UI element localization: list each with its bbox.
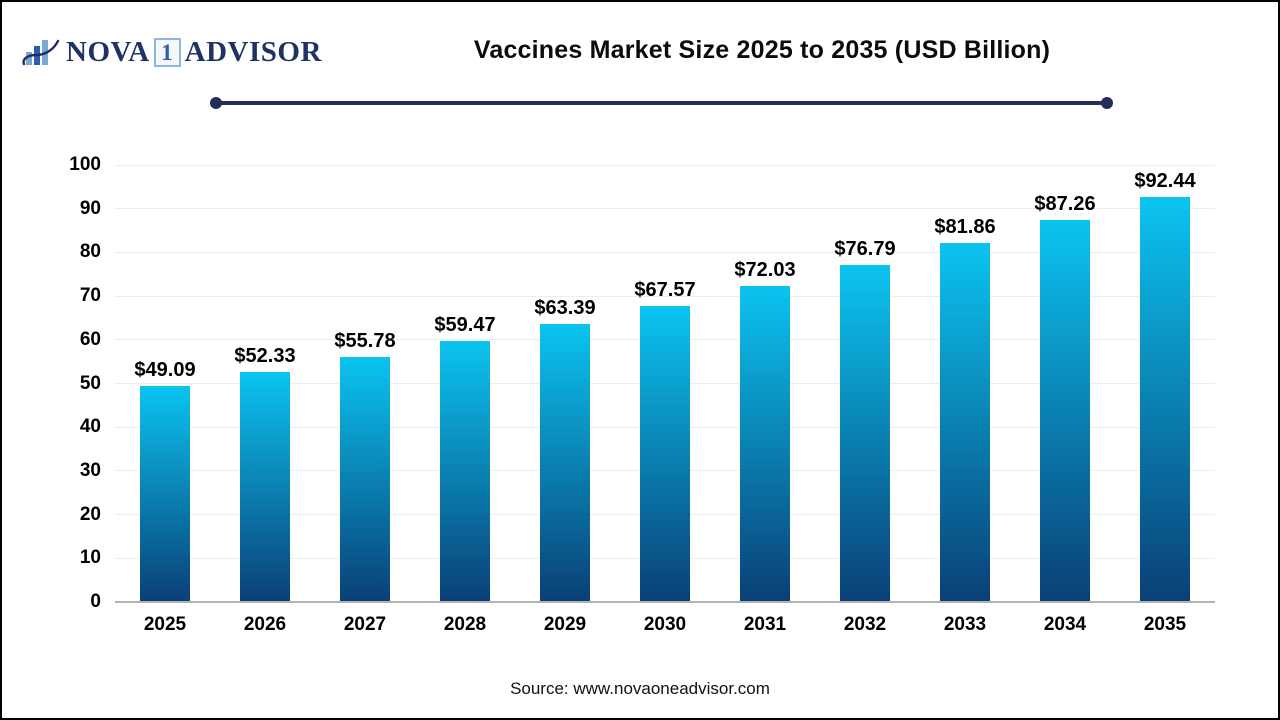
x-tick-label: 2031 [743,614,787,635]
y-tick-label: 80 [79,241,101,263]
bar-value-label: $67.57 [634,279,696,301]
bar [240,372,290,601]
y-tick-label: 0 [90,591,101,612]
gridline [115,208,1215,210]
bar-value-label: $59.47 [434,314,496,336]
x-tick-label: 2034 [1043,614,1087,635]
bar-value-label: $55.78 [334,330,396,352]
bar-value-label: $81.86 [934,216,996,238]
source-text: Source: www.novaoneadvisor.com [510,679,770,698]
x-tick-label: 2033 [943,614,987,635]
bar [640,306,690,601]
bar [140,386,190,601]
x-tick-label: 2025 [143,614,187,635]
bar-slot: $92.44 [1115,164,1215,601]
title-underline [210,97,1113,109]
bar-value-label: $87.26 [1034,193,1096,215]
y-tick-label: 30 [79,459,101,481]
x-tick-label: 2028 [443,614,487,635]
brand-logo: NOVA 1 ADVISOR [22,36,322,69]
bar [740,286,790,601]
brand-number-badge: 1 [153,38,181,67]
x-tick-label: 2032 [843,614,887,635]
x-tick-label: 2030 [643,614,687,635]
x-tick-label: 2029 [543,614,587,635]
bar [940,243,990,601]
chart-title: Vaccines Market Size 2025 to 2035 (USD B… [473,36,1051,64]
plot-area: $49.09 $52.33 $55.78 $59.47 $63.39 $67.57 $72.… [115,164,1215,603]
y-tick-label: 40 [79,416,101,438]
bar [1040,220,1090,601]
bar [340,357,390,601]
x-tick-label: 2027 [343,614,387,635]
bars-container: $49.09 $52.33 $55.78 $59.47 $63.39 $67.57 $72.… [115,164,1215,601]
gridline [115,251,1215,253]
line-endpoint-dot-right [1101,97,1113,109]
y-axis-labels: 0 10 20 30 40 50 60 70 80 90 100 [2,154,101,612]
bar-value-label: $52.33 [234,345,296,367]
bar-slot: $49.09 [115,164,215,601]
bar-slot: $59.47 [415,164,515,601]
y-tick-label: 10 [79,547,101,569]
line-endpoint-dot-left [210,97,222,109]
bar-slot: $63.39 [515,164,615,601]
y-tick-label: 60 [79,328,101,350]
bar [840,265,890,601]
bar [440,341,490,601]
y-tick-label: 50 [79,372,101,394]
bar-slot: $76.79 [815,164,915,601]
y-tick-label: 20 [79,503,101,525]
bar-slot: $87.26 [1015,164,1115,601]
x-tick-label: 2035 [1143,614,1187,635]
bar-chart-swoosh-icon [22,39,60,65]
x-tick-label: 2026 [243,614,287,635]
brand-word-advisor: ADVISOR [184,36,322,68]
gridline [115,164,1215,166]
gridline [115,295,1215,297]
y-tick-label: 70 [79,285,101,307]
x-axis-line [115,601,1215,603]
bar-value-label: $63.39 [534,297,596,319]
bar-slot: $52.33 [215,164,315,601]
brand-word-nova: NOVA [66,36,150,68]
bar [540,324,590,601]
bar-slot: $72.03 [715,164,815,601]
bar-value-label: $92.44 [1134,170,1196,192]
bar-value-label: $76.79 [834,238,896,260]
bar-slot: $67.57 [615,164,715,601]
bar-slot: $81.86 [915,164,1015,601]
bar [1140,197,1190,601]
bar-slot: $55.78 [315,164,415,601]
x-axis-labels: 2025 2026 2027 2028 2029 2030 2031 2032 2033 2034… [115,614,1215,636]
y-tick-label: 100 [69,154,101,175]
y-tick-label: 90 [79,197,101,219]
bar-value-label: $72.03 [734,259,796,281]
bar-value-label: $49.09 [134,359,196,381]
